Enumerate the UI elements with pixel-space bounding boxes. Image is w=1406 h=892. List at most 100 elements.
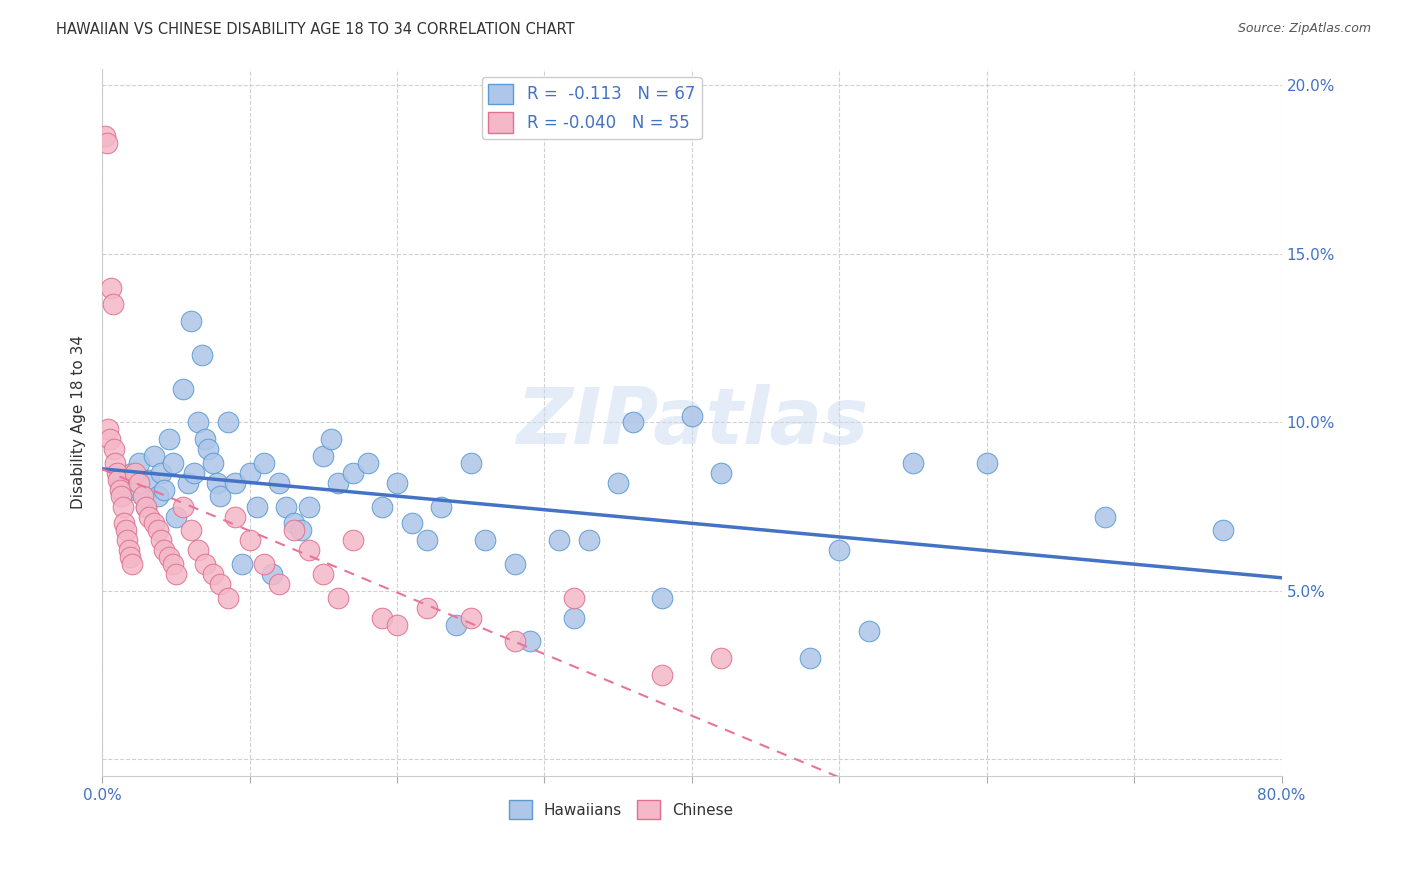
Point xyxy=(239,533,262,548)
Point xyxy=(121,466,143,480)
Point xyxy=(260,566,283,581)
Point xyxy=(578,533,600,548)
Point xyxy=(209,490,232,504)
Point xyxy=(290,523,312,537)
Point xyxy=(253,456,276,470)
Point xyxy=(799,651,821,665)
Point xyxy=(191,348,214,362)
Point xyxy=(103,442,125,457)
Point xyxy=(607,475,630,490)
Point xyxy=(246,500,269,514)
Text: ZIPatlas: ZIPatlas xyxy=(516,384,868,460)
Point xyxy=(157,432,180,446)
Point xyxy=(108,483,131,497)
Point xyxy=(519,634,541,648)
Point xyxy=(269,475,291,490)
Point xyxy=(148,523,170,537)
Point xyxy=(239,466,262,480)
Point xyxy=(562,591,585,605)
Point xyxy=(828,543,851,558)
Point xyxy=(269,577,291,591)
Point xyxy=(460,611,482,625)
Point xyxy=(283,523,305,537)
Text: HAWAIIAN VS CHINESE DISABILITY AGE 18 TO 34 CORRELATION CHART: HAWAIIAN VS CHINESE DISABILITY AGE 18 TO… xyxy=(56,22,575,37)
Point xyxy=(326,591,349,605)
Point xyxy=(111,500,134,514)
Point xyxy=(180,523,202,537)
Point xyxy=(276,500,298,514)
Point xyxy=(128,456,150,470)
Point xyxy=(162,557,184,571)
Point xyxy=(651,591,673,605)
Point xyxy=(681,409,703,423)
Point xyxy=(112,516,135,531)
Point xyxy=(120,550,142,565)
Point xyxy=(1094,509,1116,524)
Point xyxy=(148,490,170,504)
Point xyxy=(503,557,526,571)
Point xyxy=(710,651,733,665)
Point xyxy=(356,456,378,470)
Point xyxy=(153,483,176,497)
Point xyxy=(460,456,482,470)
Point xyxy=(96,136,118,150)
Point xyxy=(157,550,180,565)
Point xyxy=(110,490,132,504)
Point xyxy=(209,577,232,591)
Point xyxy=(121,557,143,571)
Point xyxy=(114,523,136,537)
Point xyxy=(132,490,155,504)
Point xyxy=(172,382,194,396)
Point xyxy=(205,475,228,490)
Y-axis label: Disability Age 18 to 34: Disability Age 18 to 34 xyxy=(72,335,86,509)
Point xyxy=(503,634,526,648)
Point xyxy=(415,533,437,548)
Point xyxy=(165,566,187,581)
Point xyxy=(1212,523,1234,537)
Point xyxy=(153,543,176,558)
Point xyxy=(326,475,349,490)
Point xyxy=(101,297,124,311)
Point xyxy=(104,456,127,470)
Point xyxy=(177,475,200,490)
Point xyxy=(118,483,141,497)
Point xyxy=(901,456,924,470)
Point xyxy=(118,543,141,558)
Point xyxy=(194,432,217,446)
Point xyxy=(94,128,117,143)
Point xyxy=(117,533,139,548)
Point xyxy=(253,557,276,571)
Point xyxy=(231,557,253,571)
Point xyxy=(342,466,364,480)
Point xyxy=(201,566,224,581)
Point xyxy=(342,533,364,548)
Point xyxy=(415,600,437,615)
Point xyxy=(430,500,453,514)
Point xyxy=(312,566,335,581)
Point xyxy=(107,473,129,487)
Point xyxy=(385,617,408,632)
Point xyxy=(108,475,131,490)
Point xyxy=(371,500,394,514)
Point xyxy=(197,442,219,457)
Point xyxy=(371,611,394,625)
Point xyxy=(105,466,128,480)
Point xyxy=(183,466,205,480)
Point xyxy=(621,415,644,429)
Point xyxy=(100,280,122,294)
Point xyxy=(138,473,160,487)
Point xyxy=(562,611,585,625)
Point xyxy=(217,591,239,605)
Point xyxy=(128,475,150,490)
Point xyxy=(224,475,246,490)
Point xyxy=(150,466,173,480)
Point xyxy=(224,509,246,524)
Point xyxy=(138,509,160,524)
Point xyxy=(548,533,571,548)
Point xyxy=(312,449,335,463)
Point xyxy=(135,500,157,514)
Point xyxy=(385,475,408,490)
Point xyxy=(98,432,121,446)
Point xyxy=(401,516,423,531)
Point xyxy=(194,557,217,571)
